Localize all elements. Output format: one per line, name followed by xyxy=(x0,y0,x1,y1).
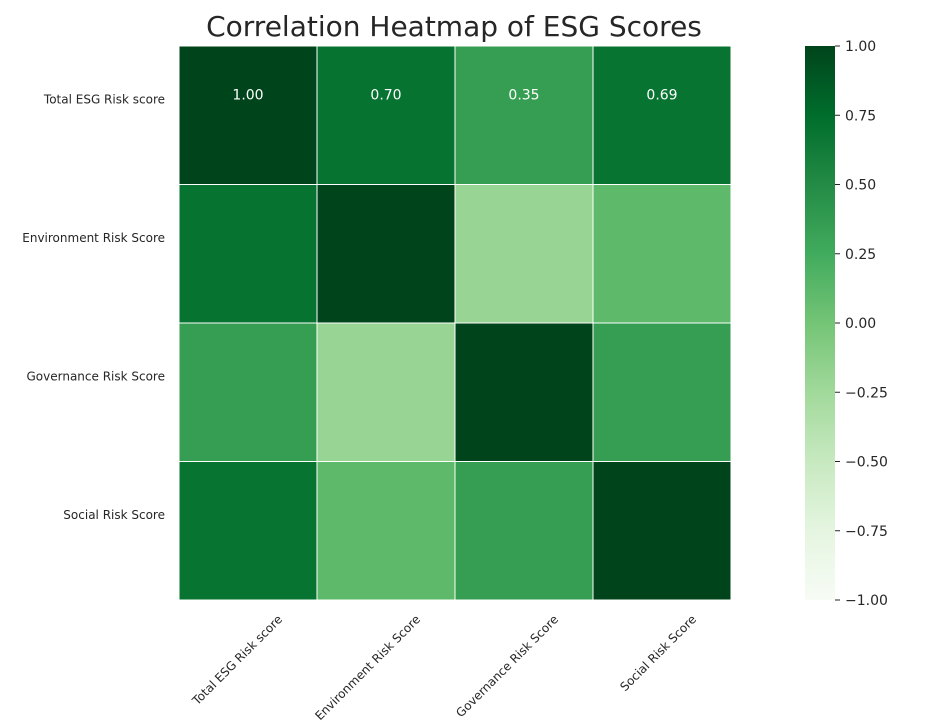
colorbar-tick-label-1: 0.75 xyxy=(845,108,876,124)
heatmap-cell-r1-c3 xyxy=(592,184,732,324)
heatmap-cell-r3-c3 xyxy=(592,461,732,601)
heatmap-cell-r1-c0 xyxy=(178,184,318,324)
heatmap-cell-r2-c1 xyxy=(316,322,456,462)
y-tick-label-3: Social Risk Score xyxy=(63,508,165,522)
heatmap-cell-r3-c0 xyxy=(178,461,318,601)
y-tick-label-1: Environment Risk Score xyxy=(22,231,165,245)
cell-annotation-r0-c1: 0.70 xyxy=(370,87,401,103)
heatmap-cells: 1.00 0.70 0.35 0.69 xyxy=(178,45,732,601)
cell-annotation-r0-c0: 1.00 xyxy=(232,87,263,103)
heatmap-cell-r2-c2 xyxy=(454,322,594,462)
x-tick-label-3: Social Risk Score xyxy=(617,612,699,694)
heatmap-cell-r3-c2 xyxy=(454,461,594,601)
heatmap-cell-r0-c3 xyxy=(592,45,732,185)
heatmap-cell-r0-c0 xyxy=(178,45,318,185)
x-tick-label-2: Governance Risk Score xyxy=(453,612,561,720)
colorbar-gradient xyxy=(805,46,835,600)
colorbar-tick-label-8: −1.00 xyxy=(845,593,888,609)
colorbar-tick-label-3: 0.25 xyxy=(845,247,876,263)
cell-annotation-r0-c2: 0.35 xyxy=(508,87,539,103)
colorbar-tick-label-0: 1.00 xyxy=(845,39,876,55)
colorbar: 1.00 0.75 0.50 0.25 0.00 −0.25 −0.50 −0.75 −1.00 xyxy=(805,39,888,609)
heatmap-cell-r3-c1 xyxy=(316,461,456,601)
cell-annotation-r0-c3: 0.69 xyxy=(646,87,677,103)
colorbar-tick-label-6: −0.50 xyxy=(845,455,888,471)
y-axis-labels: Total ESG Risk score Environment Risk Sco… xyxy=(22,92,165,522)
heatmap-cell-r2-c3 xyxy=(592,322,732,462)
y-tick-label-2: Governance Risk Score xyxy=(26,369,165,383)
chart-title: Correlation Heatmap of ESG Scores xyxy=(206,10,702,43)
x-axis-labels: Total ESG Risk score Environment Risk Sco… xyxy=(189,612,699,723)
x-tick-label-1: Environment Risk Score xyxy=(312,612,423,723)
heatmap-cell-r1-c1 xyxy=(316,184,456,324)
colorbar-tick-label-4: 0.00 xyxy=(845,316,876,332)
x-tick-label-0: Total ESG Risk score xyxy=(189,612,285,708)
heatmap-cell-r1-c2 xyxy=(454,184,594,324)
colorbar-tick-label-7: −0.75 xyxy=(845,524,888,540)
heatmap-cell-r0-c1 xyxy=(316,45,456,185)
heatmap-cell-r2-c0 xyxy=(178,322,318,462)
heatmap-cell-r0-c2 xyxy=(454,45,594,185)
colorbar-tick-label-2: 0.50 xyxy=(845,178,876,194)
y-tick-label-0: Total ESG Risk score xyxy=(43,92,165,106)
colorbar-tick-label-5: −0.25 xyxy=(845,385,888,401)
